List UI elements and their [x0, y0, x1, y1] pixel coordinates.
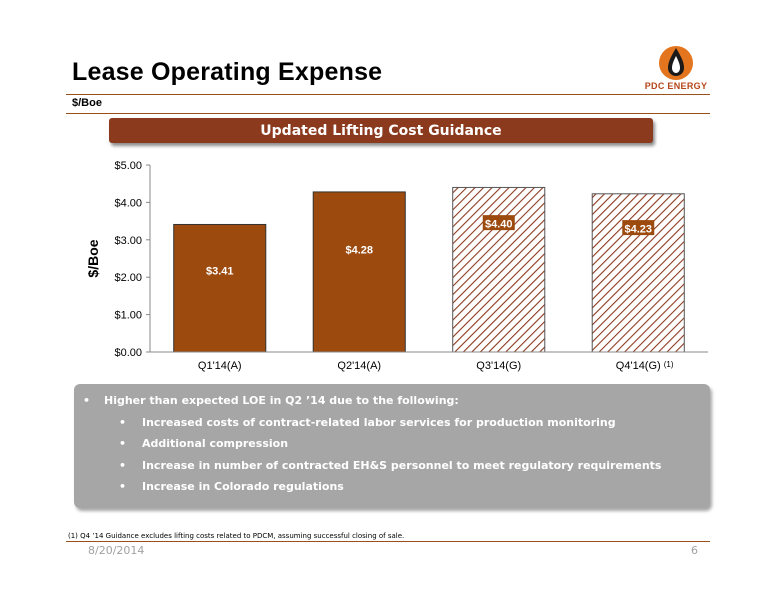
y-tick-label: $1.00 — [114, 310, 142, 322]
subtitle-divider — [66, 113, 710, 114]
x-tick-label: Q3'14(G) — [476, 360, 521, 372]
footer-date: 8/20/2014 — [88, 544, 145, 557]
company-logo: PDC ENERGY — [637, 44, 715, 96]
page-number: 6 — [691, 544, 698, 557]
bar-3 — [591, 193, 685, 353]
y-tick-label: $3.00 — [114, 235, 142, 247]
lease-operating-expense-chart: $/Boe $0.00 $1.00 $2.00 $3.00 $4.00 $5.00 $3.… — [85, 160, 708, 372]
page-title: Lease Operating Expense — [72, 58, 383, 86]
notes-sub-point: Increased costs of contract-related labo… — [142, 416, 616, 429]
y-tick-label: $5.00 — [114, 160, 142, 172]
notes-sub-point: Increase in number of contracted EH&S pe… — [142, 459, 662, 472]
y-tick-label: $2.00 — [114, 272, 142, 284]
bullet-glyph: • — [119, 459, 127, 472]
data-label: $4.23 — [624, 224, 652, 236]
data-label: $4.40 — [485, 219, 513, 231]
y-tick-label: $0.00 — [114, 347, 142, 359]
data-label: $4.28 — [345, 245, 373, 257]
guidance-banner: Updated Lifting Cost Guidance — [109, 118, 653, 143]
page-subtitle: $/Boe — [72, 97, 102, 109]
bullet-glyph: • — [119, 416, 127, 429]
notes-main-point: Higher than expected LOE in Q2 ’14 due t… — [104, 394, 459, 407]
bar-2 — [452, 186, 546, 353]
x-tick-label: Q2'14(A) — [337, 360, 381, 372]
title-divider — [66, 94, 710, 95]
data-label-bg — [482, 215, 515, 231]
footer-divider — [66, 541, 710, 542]
bullet-glyph: • — [119, 437, 127, 450]
notes-sub-point: Additional compression — [142, 437, 289, 450]
logo-text: PDC ENERGY — [644, 81, 708, 91]
data-label: $3.41 — [206, 265, 234, 277]
bullet-glyph: • — [119, 480, 127, 493]
data-label-bg — [622, 220, 655, 236]
y-axis-title: $/Boe — [85, 239, 101, 277]
loe-notes-box: • Higher than expected LOE in Q2 ’14 due… — [74, 384, 710, 508]
bar-0 — [173, 223, 267, 353]
x-tick-label: Q4'14(G) — [616, 360, 661, 372]
flame-drop-icon — [659, 46, 693, 80]
x-tick-label: Q1'14(A) — [198, 360, 242, 372]
bullet-glyph: • — [83, 394, 91, 407]
y-tick-label: $4.00 — [114, 197, 142, 209]
notes-sub-point: Increase in Colorado regulations — [142, 480, 344, 493]
x-tick-superscript: (1) — [664, 360, 674, 369]
bar-1 — [312, 191, 406, 353]
footnote: (1) Q4 ’14 Guidance excludes lifting cos… — [68, 532, 405, 540]
